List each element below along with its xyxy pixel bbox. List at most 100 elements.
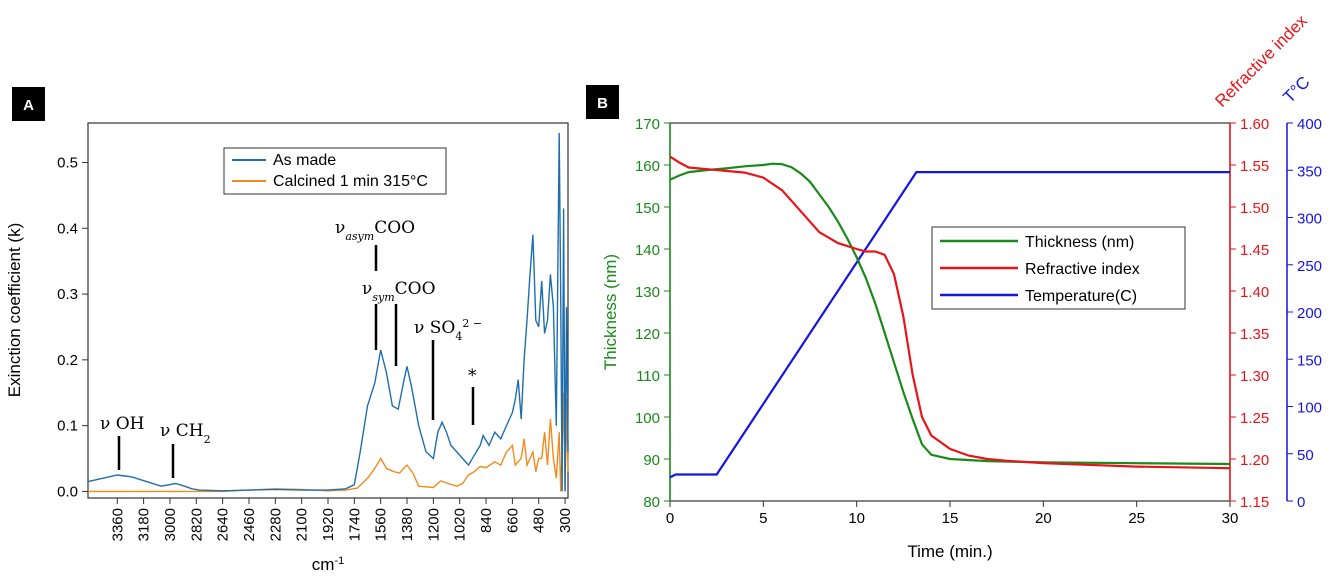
panel-a-xtick-label: 300 (557, 508, 574, 533)
panel-a-xticks: 3360 3180 3000 2820 2640 2460 2280 2100 1920 1740… (109, 498, 574, 541)
panel-b-plot-frame (669, 122, 1231, 502)
annotation-nu-ch2: ν CH2 (160, 421, 211, 446)
panel-b-ytick-left-label: 170 (635, 116, 660, 133)
panel-b-ytick-temp-label: 150 (1297, 352, 1322, 369)
panel-a-xtick-label: 2280 (267, 508, 284, 541)
series-line-thickness-nm (669, 162, 1231, 466)
annotation-asterisk: * (468, 366, 477, 386)
panel-a-label-box (12, 87, 45, 121)
panel-b-xtick-label: 5 (759, 510, 767, 527)
annotation-nu-sym-coo: νsymCOO (362, 279, 436, 304)
panel-a-xlabel: cm-1 (312, 555, 344, 574)
panel-a-xtick-label: 1380 (399, 508, 416, 541)
panel-b-xtick-label: 20 (1035, 510, 1052, 527)
panel-b-ytick-left-label: 80 (643, 494, 660, 511)
panel-a-ylabel: Exinction coefficient (k) (5, 223, 24, 397)
panel-b-ytick-ri-label: 1.50 (1240, 200, 1269, 217)
panel-a-xtick-label: 1740 (346, 508, 363, 541)
panel-b-ytick-ri-label: 1.20 (1240, 452, 1269, 469)
panel-b-ytick-temp-label: 300 (1297, 211, 1322, 228)
panel-a-label: A (23, 97, 34, 114)
panel-b-ytick-ri-label: 1.55 (1240, 158, 1269, 175)
annotation-nu-asym-coo: νasymCOO (335, 218, 415, 243)
panel-b-ytick-temp-label: 350 (1297, 163, 1322, 180)
panel-a-xtick-label: 840 (478, 508, 495, 533)
panel-a-ytick-label: 0.4 (57, 220, 78, 237)
panel-b-ytick-temp-label: 400 (1297, 116, 1322, 133)
panel-b-ytick-left-label: 120 (635, 326, 660, 343)
panel-b-ytick-ri-label: 1.30 (1240, 368, 1269, 385)
panel-a-xtick-label: 3180 (136, 508, 153, 541)
panel-a-xtick-label: 2460 (241, 508, 258, 541)
panel-a-xtick-label: 1020 (452, 508, 469, 541)
panel-b-ylabel-right-temp: T°C (1279, 73, 1313, 107)
panel-b-ytick-left-label: 130 (635, 284, 660, 301)
panel-a-yticks: 0.0 0.1 0.2 0.3 0.4 0.5 (57, 154, 88, 500)
panel-b-legend: Thickness (nm) Refractive index Temperat… (931, 226, 1186, 310)
panel-a: A 3360 3180 3000 2820 2640 2460 2280 2100 1920 17… (5, 87, 574, 574)
series-line-as-made (87, 132, 569, 492)
panel-b-ytick-temp-label: 50 (1297, 447, 1314, 464)
panel-a-xtick-label: 660 (504, 508, 521, 533)
legend-label-thickness: Thickness (nm) (1025, 234, 1134, 251)
panel-a-annotations: ν OH ν CH2 νasymCOO νsymCOO ν SO42 − * (100, 218, 482, 478)
panel-b-xlabel: Time (min.) (907, 542, 992, 561)
panel-a-ytick-label: 0.3 (57, 286, 78, 303)
panel-b-ytick-ri-label: 1.60 (1240, 116, 1269, 133)
panel-a-xtick-label: 1920 (320, 508, 337, 541)
panel-b: B 0 5 10 15 20 25 30 80 90 100 110 120 130 140 150 160… (586, 11, 1322, 561)
panel-b-xtick-label: 25 (1128, 510, 1145, 527)
annotation-nu-so4: ν SO42 − (414, 317, 482, 343)
series-line-refractive-index (669, 155, 1231, 470)
panel-a-legend: As made Calcined 1 min 315°C (223, 147, 447, 195)
panel-b-xtick-label: 30 (1222, 510, 1239, 527)
panel-b-yticks-right-temp: 0 50 100 150 200 250 300 350 400 (1287, 116, 1322, 511)
panel-a-xtick-label: 2640 (215, 508, 232, 541)
panel-a-legend-box (223, 147, 447, 195)
series-line-calcined-1-min-315-c (88, 392, 569, 493)
panel-b-ytick-left-label: 110 (636, 368, 660, 385)
panel-b-ylabel-left: Thickness (nm) (601, 254, 620, 370)
panel-b-yticks-left: 80 90 100 110 120 130 140 150 160 170 (635, 116, 670, 511)
panel-b-xtick-label: 10 (848, 510, 865, 527)
panel-b-ytick-left-label: 140 (635, 242, 660, 259)
panel-a-ytick-label: 0.5 (57, 154, 78, 171)
legend-label-as-made: As made (273, 152, 336, 169)
legend-label-calcined: Calcined 1 min 315°C (273, 173, 428, 190)
panel-b-label-box (586, 85, 619, 119)
panel-a-ytick-label: 0.0 (57, 483, 78, 500)
annotation-nu-oh: ν OH (100, 414, 145, 434)
legend-label-temperature: Temperature(C) (1025, 288, 1137, 305)
panel-b-ytick-ri-label: 1.40 (1240, 284, 1269, 301)
panel-b-yticks-right-ri: 1.15 1.20 1.25 1.30 1.35 1.40 1.45 1.50 1.55 1.60 (1230, 116, 1269, 511)
panel-b-label: B (597, 95, 608, 112)
panel-b-xticks: 0 5 10 15 20 25 30 (666, 501, 1239, 527)
legend-label-refractive-index: Refractive index (1025, 261, 1140, 278)
panel-b-ytick-left-label: 100 (635, 410, 660, 427)
panel-b-ytick-left-label: 90 (643, 452, 660, 469)
panel-a-xtick-label: 1560 (373, 508, 390, 541)
panel-b-ytick-left-label: 160 (635, 158, 660, 175)
panel-a-ytick-label: 0.1 (57, 418, 78, 435)
panel-b-ytick-temp-label: 200 (1297, 305, 1322, 322)
panel-b-ytick-temp-label: 0 (1297, 494, 1305, 511)
panel-a-series (87, 132, 569, 493)
panel-b-ytick-ri-label: 1.35 (1240, 326, 1269, 343)
panel-b-xtick-label: 15 (942, 510, 959, 527)
panel-b-ytick-temp-label: 250 (1297, 258, 1322, 275)
panel-b-ytick-ri-label: 1.45 (1240, 242, 1269, 259)
panel-a-ytick-label: 0.2 (57, 352, 78, 369)
panel-b-ytick-ri-label: 1.15 (1240, 494, 1269, 511)
panel-a-xtick-label: 2100 (294, 508, 311, 541)
panel-b-ytick-ri-label: 1.25 (1240, 410, 1269, 427)
panel-b-ytick-temp-label: 100 (1297, 400, 1322, 417)
panel-b-series (669, 155, 1231, 479)
panel-a-xtick-label: 2820 (188, 508, 205, 541)
panel-a-xtick-label: 1200 (425, 508, 442, 541)
panel-a-xtick-label: 480 (531, 508, 548, 533)
panel-b-xtick-label: 0 (666, 510, 674, 527)
panel-b-ytick-left-label: 150 (635, 200, 660, 217)
series-line-temperature-c (669, 171, 1230, 479)
panel-a-xtick-label: 3360 (109, 508, 126, 541)
